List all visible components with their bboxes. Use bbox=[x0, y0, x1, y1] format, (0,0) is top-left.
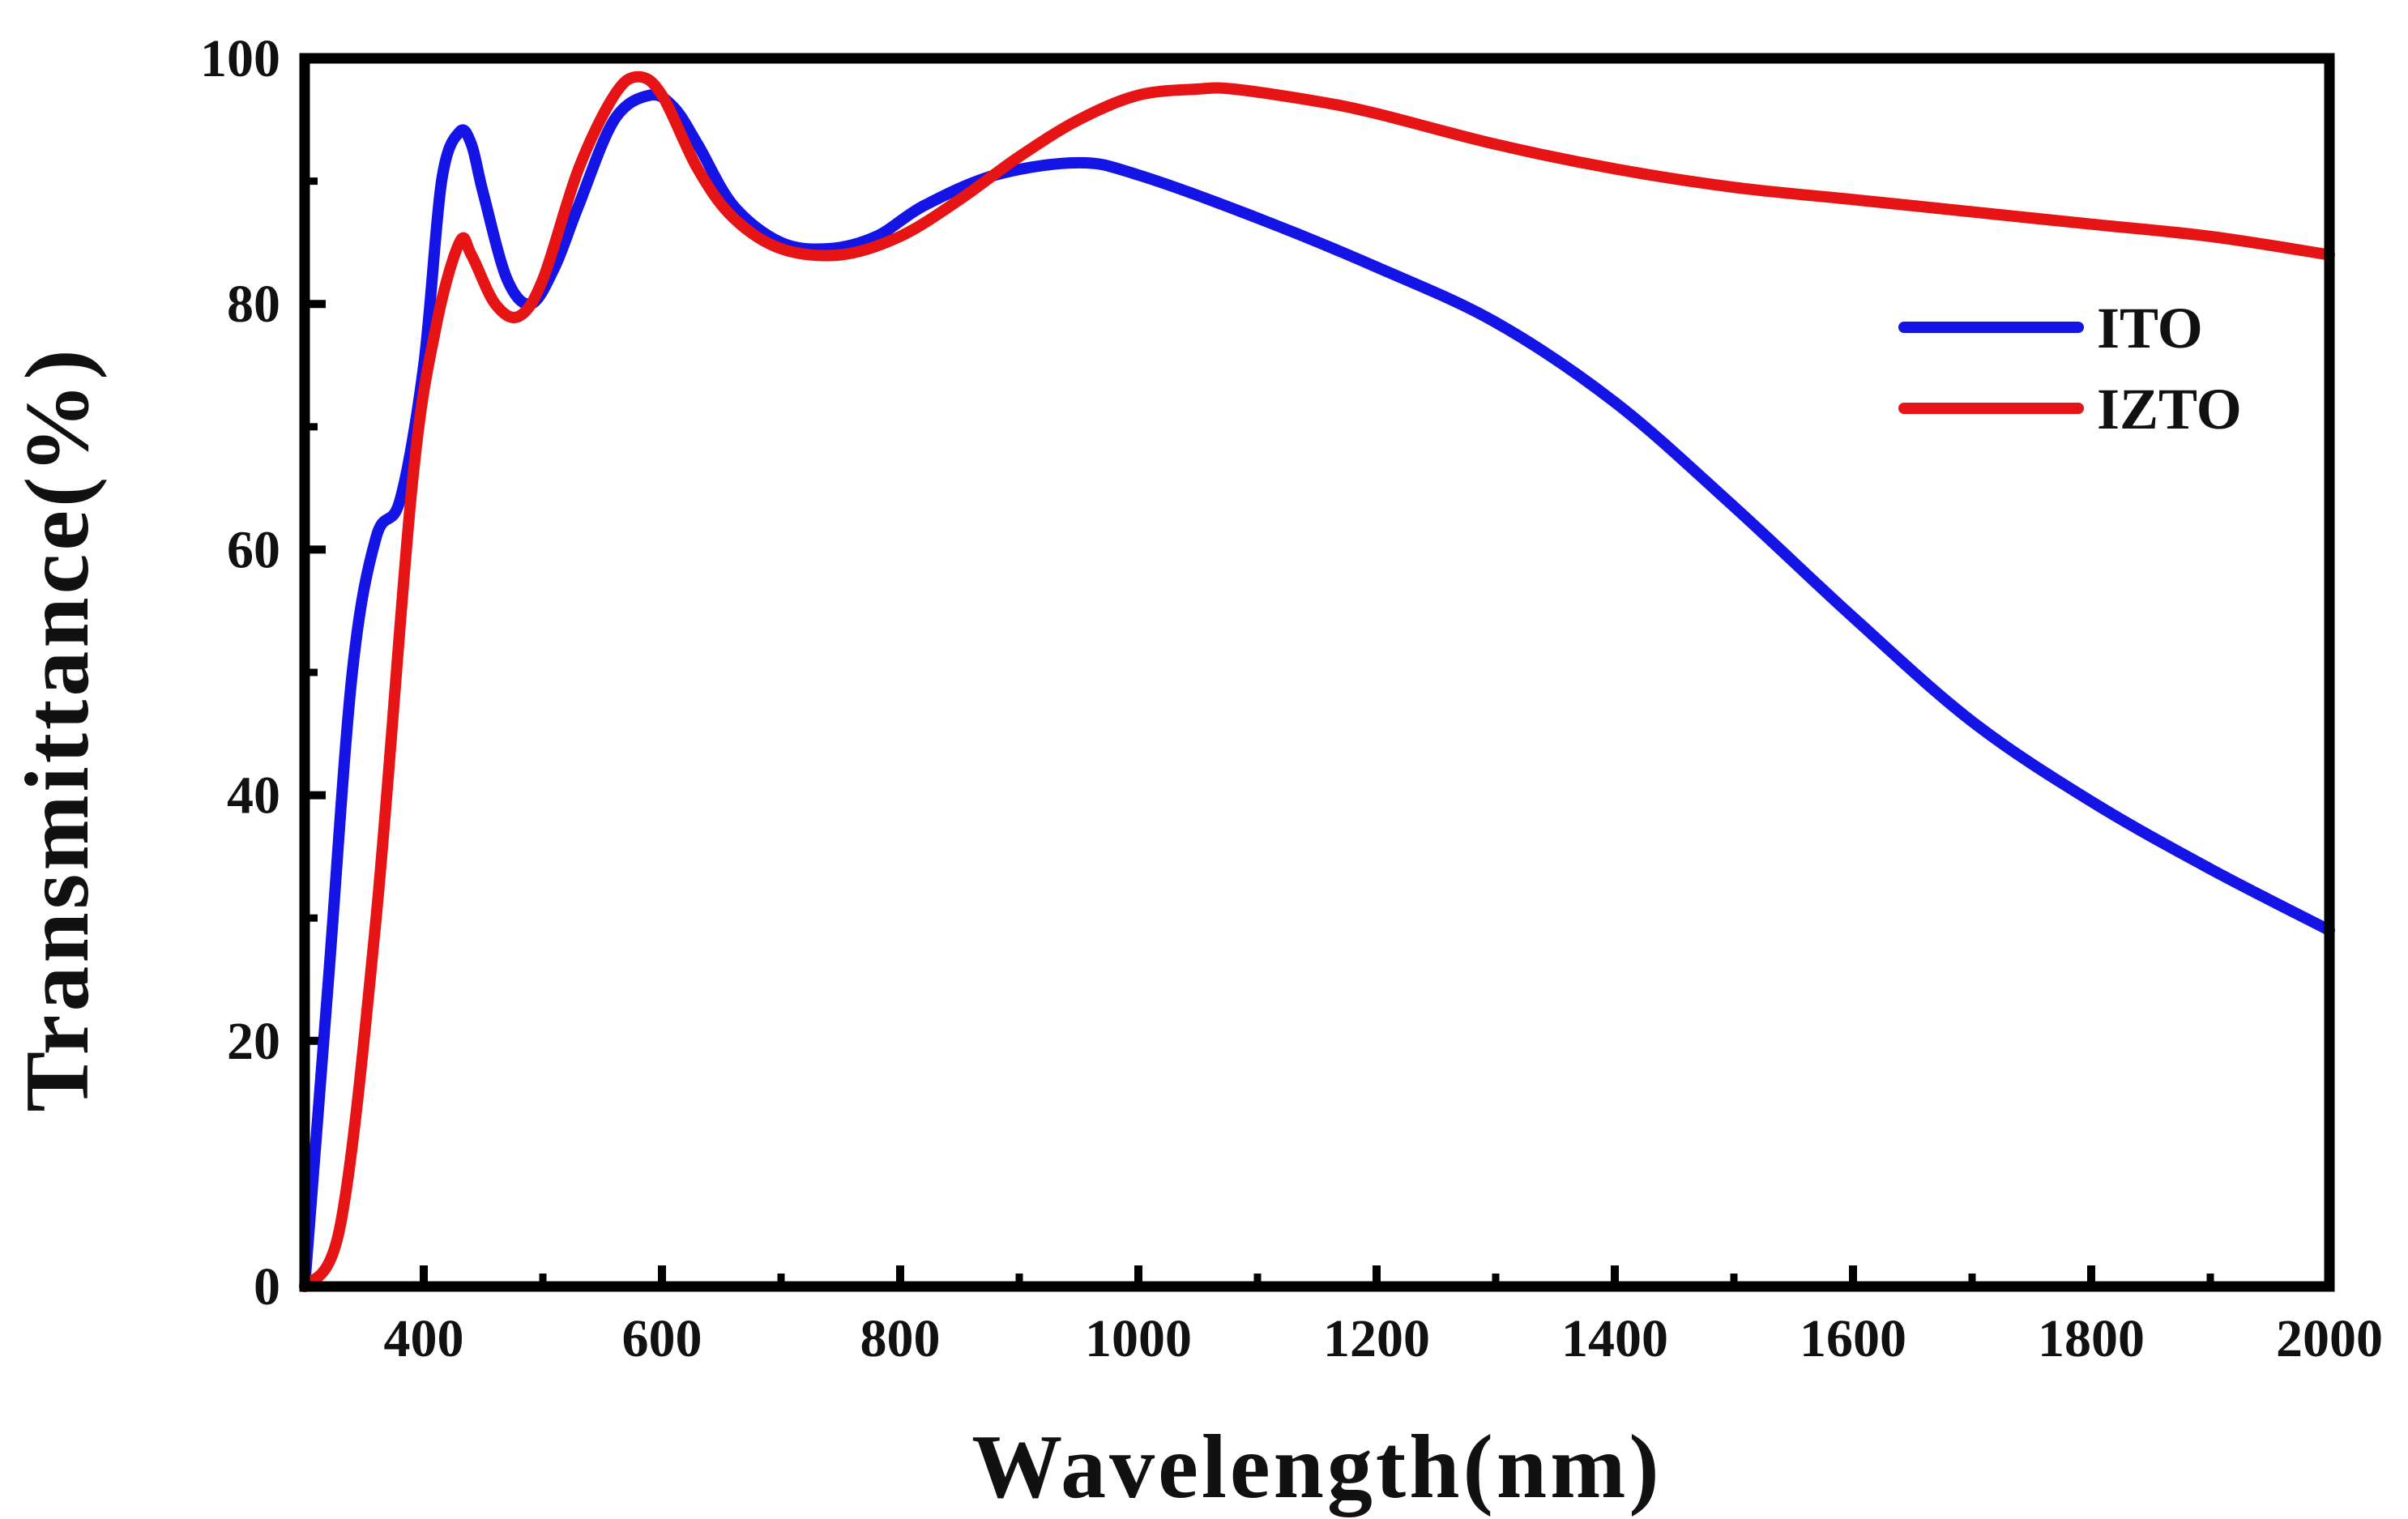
x-tick-label: 600 bbox=[622, 1309, 702, 1368]
y-tick-label: 100 bbox=[200, 29, 280, 88]
series-layer bbox=[299, 70, 2335, 1292]
x-tick-label: 1200 bbox=[1323, 1309, 1430, 1368]
series-line-ito bbox=[299, 89, 2335, 1292]
legend-label-izto: IZTO bbox=[2097, 377, 2242, 442]
series-line-izto bbox=[299, 70, 2335, 1292]
x-axis-title: Wavelength(nm) bbox=[971, 1417, 1662, 1517]
x-tick-label: 1600 bbox=[1800, 1309, 1906, 1368]
x-tick-label: 800 bbox=[860, 1309, 941, 1368]
x-tick-label: 400 bbox=[384, 1309, 464, 1368]
y-tick-label: 80 bbox=[227, 275, 280, 334]
legend: ITO IZTO bbox=[1898, 296, 2242, 442]
y-axis-title: Transmittance(%) bbox=[7, 346, 108, 1112]
x-tick-label: 2000 bbox=[2276, 1309, 2383, 1368]
legend-label-ito: ITO bbox=[2097, 296, 2203, 361]
x-tick-label: 1000 bbox=[1085, 1309, 1192, 1368]
y-tick-label: 60 bbox=[227, 520, 280, 579]
plot-frame bbox=[299, 53, 2335, 1292]
y-tick-label: 40 bbox=[227, 766, 280, 826]
y-tick-label: 0 bbox=[254, 1257, 280, 1316]
y-tick-label: 20 bbox=[227, 1012, 280, 1071]
x-tick-label: 1800 bbox=[2038, 1309, 2145, 1368]
y-axis-ticks: 0 20 40 60 80 100 bbox=[200, 29, 326, 1316]
x-axis-ticks: 400 600 800 1000 1200 1400 1600 1800 2000 bbox=[301, 1265, 2383, 1368]
x-tick-label: 1400 bbox=[1561, 1309, 1668, 1368]
